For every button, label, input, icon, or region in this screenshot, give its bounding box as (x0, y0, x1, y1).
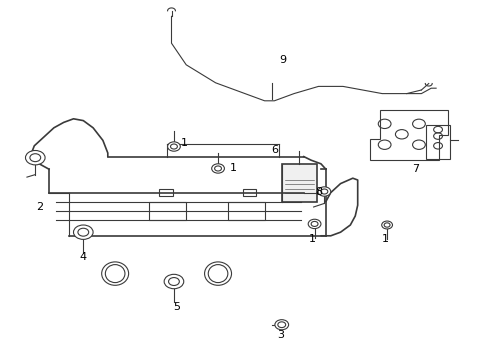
Circle shape (308, 219, 321, 229)
Circle shape (382, 221, 392, 229)
Circle shape (212, 164, 224, 173)
Circle shape (25, 150, 45, 165)
Text: 3: 3 (277, 330, 284, 340)
Text: 2: 2 (36, 202, 43, 212)
Bar (243, 189, 256, 196)
Text: 7: 7 (412, 164, 419, 174)
Bar (426, 125, 450, 159)
Bar (282, 164, 317, 202)
Bar (149, 202, 186, 220)
Circle shape (74, 225, 93, 239)
Text: 9: 9 (279, 55, 287, 65)
Circle shape (168, 142, 180, 151)
Bar (228, 202, 265, 220)
Bar (159, 189, 173, 196)
Text: 5: 5 (173, 302, 180, 312)
Text: 1: 1 (230, 163, 237, 173)
Circle shape (275, 320, 289, 330)
Circle shape (318, 187, 331, 196)
Text: 1: 1 (309, 234, 316, 244)
Text: 4: 4 (80, 252, 87, 262)
Text: 6: 6 (271, 145, 278, 155)
Text: 1: 1 (382, 234, 389, 244)
Text: 1: 1 (181, 138, 188, 148)
Text: 8: 8 (315, 187, 322, 197)
Circle shape (164, 274, 184, 289)
